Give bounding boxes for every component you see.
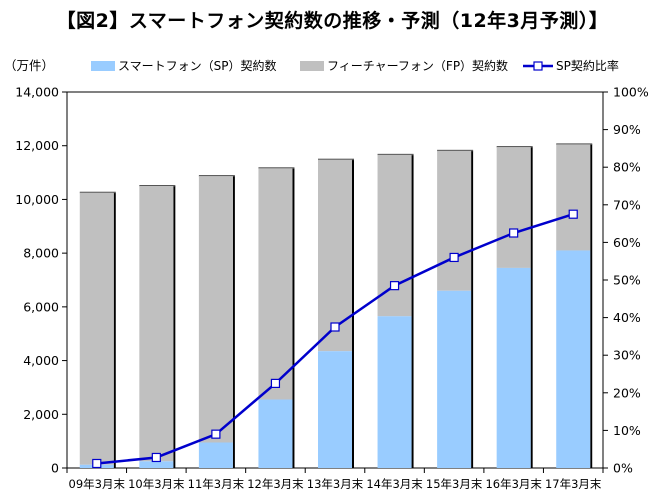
bar-shadow [173, 186, 176, 468]
bar-sp [496, 267, 531, 468]
x-tick-label: 10年3月末 [128, 477, 185, 491]
left-tick-label: 8,000 [23, 246, 59, 261]
right-tick-label: 60% [613, 235, 641, 250]
sp-ratio-point [270, 378, 281, 388]
left-tick-label: 4,000 [23, 353, 59, 368]
x-tick-label: 11年3月末 [188, 477, 245, 491]
bar-top-edge [139, 185, 176, 187]
sp-ratio-point [330, 322, 340, 332]
bar-shadow [292, 168, 295, 468]
bar-sp [437, 290, 472, 468]
legend-label-ratio: SP契約比率 [556, 58, 619, 73]
x-tick-label: 12年3月末 [247, 477, 304, 491]
sp-ratio-point [211, 429, 221, 439]
left-tick-label: 6,000 [23, 299, 59, 314]
bar-fp [139, 186, 174, 462]
sp-ratio-point [509, 228, 519, 238]
right-tick-label: 40% [613, 310, 641, 325]
right-axis: 0% 10% 20% 30% 40% 50% 60% 70% 80% 90% 100% [603, 85, 649, 476]
bar-sp [139, 461, 174, 468]
bar-top-edge [318, 158, 354, 161]
x-tick-label: 15年3月末 [426, 477, 483, 491]
sp-ratio-point [568, 209, 578, 219]
right-tick-label: 70% [613, 197, 641, 212]
x-axis: 09年3月末 10年3月末 11年3月末 12年3月末 13年3月末 14年3月末 15年3… [66, 468, 604, 491]
sp-ratio-point [389, 281, 400, 291]
right-tick-label: 10% [613, 423, 641, 438]
left-tick-label: 0 [51, 461, 59, 476]
bar-shadow [232, 176, 235, 468]
legend-swatch-fp [300, 61, 324, 71]
legend-label-fp: フィーチャーフォン（FP）契約数 [327, 58, 508, 73]
bar-fp [496, 147, 531, 268]
bar-sp [556, 250, 591, 468]
bar-shadow [113, 192, 116, 468]
sp-ratio-line [92, 209, 578, 469]
bar-fp [79, 192, 114, 465]
bar-fp [437, 150, 472, 291]
left-tick-label: 12,000 [15, 138, 59, 153]
bar-sp [258, 399, 293, 468]
bar-fp [198, 176, 233, 443]
left-tick-label: 2,000 [23, 407, 59, 422]
left-axis-unit: （万件） [4, 58, 54, 73]
bar-top-edge [79, 191, 116, 194]
chart-title: 【図2】スマートフォン契約数の推移・予測（12年3月予測）】 [56, 10, 609, 32]
bar-shadow [530, 147, 533, 469]
left-tick-label: 14,000 [15, 85, 59, 100]
right-tick-label: 20% [613, 385, 641, 400]
bars [79, 143, 593, 469]
legend-marker-ratio [533, 61, 543, 71]
x-tick-label: 14年3月末 [366, 477, 423, 491]
bar-sp [198, 442, 233, 468]
bar-fp [556, 144, 591, 251]
bar-shadow [471, 150, 474, 468]
left-tick-label: 10,000 [15, 192, 59, 207]
legend: スマートフォン（SP）契約数 フィーチャーフォン（FP）契約数 SP契約比率 [91, 58, 619, 73]
right-tick-label: 50% [613, 273, 641, 288]
bar-sp [377, 316, 412, 468]
legend-swatch-sp [91, 61, 115, 71]
right-tick-label: 80% [613, 160, 641, 175]
bar-top-edge [437, 149, 474, 152]
x-tick-label: 17年3月末 [545, 477, 602, 491]
bar-top-edge [496, 146, 533, 148]
x-tick-label: 09年3月末 [69, 477, 126, 491]
sp-ratio-point [151, 452, 161, 463]
x-tick-label: 13年3月末 [307, 477, 364, 491]
bar-top-edge [377, 153, 414, 156]
right-tick-label: 100% [613, 85, 649, 100]
bar-fp [258, 168, 293, 400]
legend-label-sp: スマートフォン（SP）契約数 [118, 58, 277, 73]
bar-top-edge [556, 143, 593, 145]
right-tick-label: 0% [613, 461, 633, 476]
bar-sp [318, 351, 352, 468]
right-tick-label: 90% [613, 122, 641, 137]
right-tick-label: 30% [613, 348, 641, 363]
bar-shadow [411, 154, 414, 469]
bar-fp [377, 154, 412, 317]
bar-top-edge [198, 175, 235, 177]
sp-ratio-point [449, 252, 459, 263]
bar-shadow [590, 144, 593, 468]
sp-ratio-point [92, 458, 102, 469]
x-tick-label: 16年3月末 [485, 477, 542, 491]
left-axis: 0 2,000 4,000 6,000 8,000 10,000 12,000 14,000 （… [4, 58, 604, 476]
bar-top-edge [258, 167, 295, 169]
